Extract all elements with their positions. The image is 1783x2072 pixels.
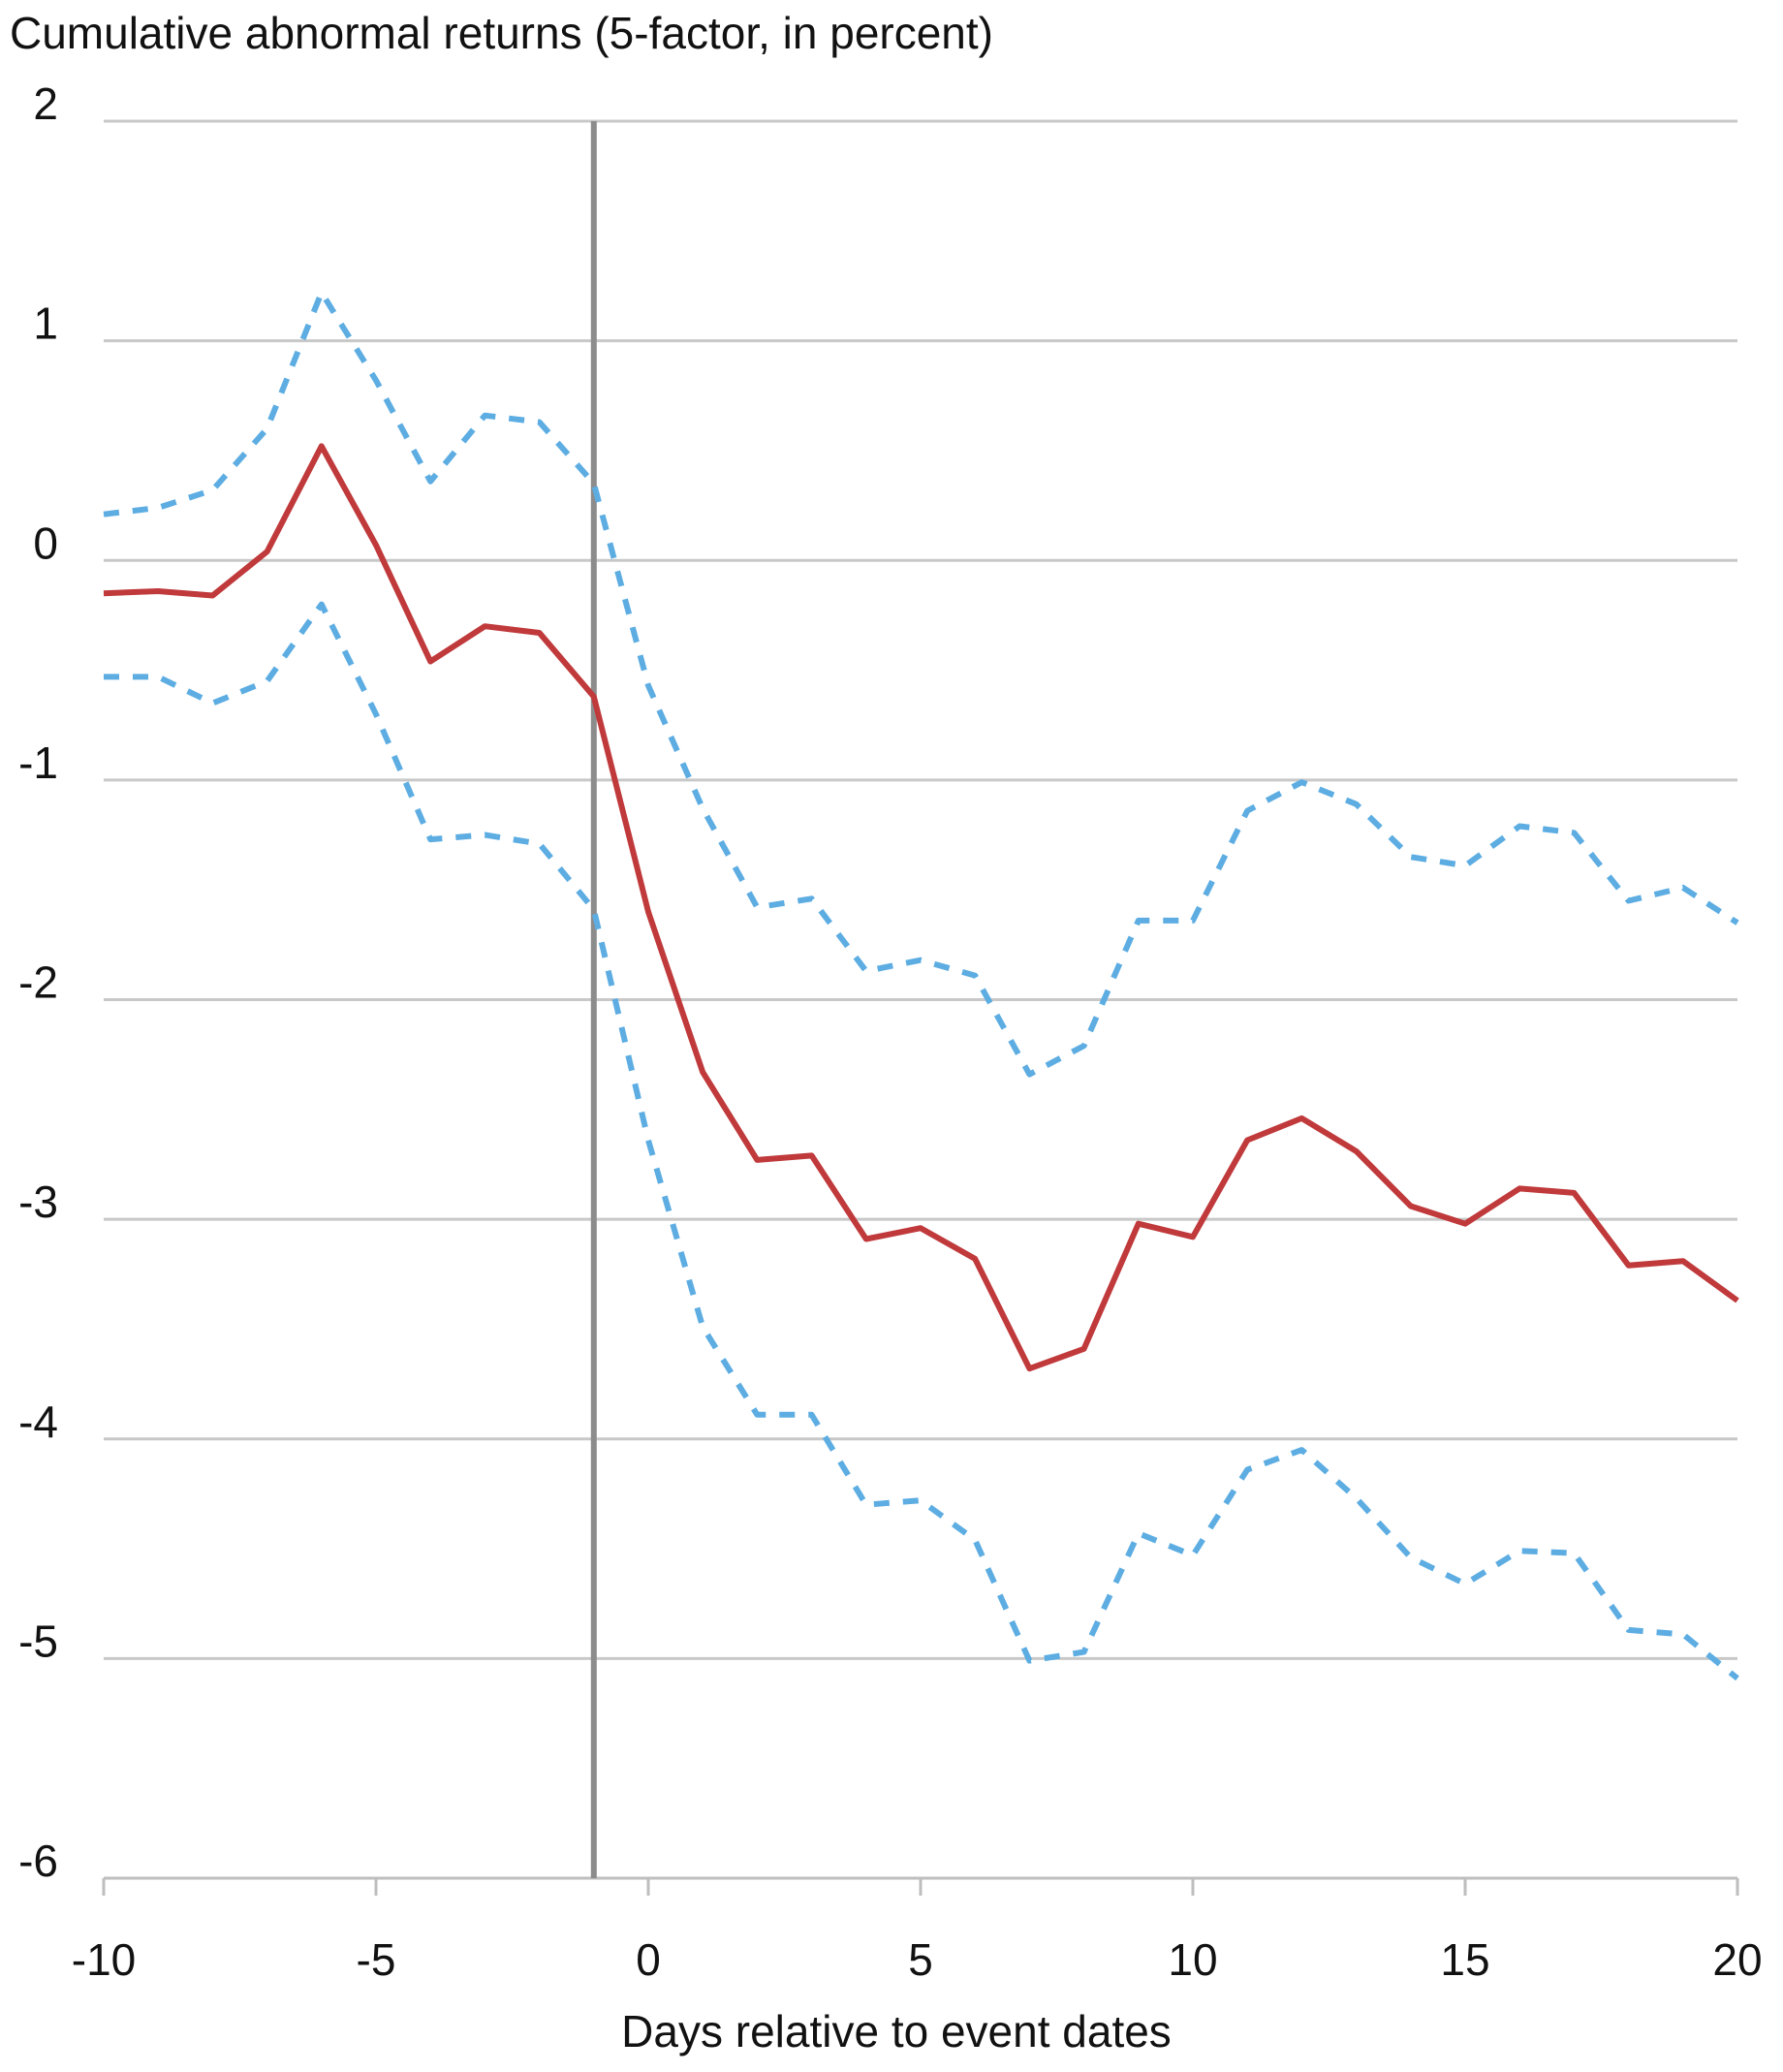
tick-labels: 210-1-2-3-4-5-6-10 -5 0 5 10 15 20: [18, 78, 1762, 1985]
y-tick-label: -5: [18, 1616, 58, 1666]
series: [103, 289, 1739, 1681]
x-axis-title: Days relative to event dates: [621, 2006, 1172, 2056]
y-tick-label: -3: [18, 1177, 58, 1227]
x-tick-label: 20: [1712, 1934, 1762, 1985]
gridlines: [104, 119, 1737, 1660]
axes: [102, 121, 1739, 1896]
x-tick-label: -10: [72, 1934, 136, 1985]
x-tick-label: -5: [357, 1934, 396, 1985]
y-tick-label: -2: [18, 958, 58, 1008]
x-tick-label: 0: [636, 1934, 661, 1985]
series-line-lower-band: [104, 601, 1739, 1681]
y-tick-label: 1: [33, 298, 58, 349]
x-tick-label: 10: [1168, 1934, 1217, 1985]
y-tick-label: -6: [18, 1836, 58, 1886]
y-tick-label: 2: [33, 78, 58, 129]
y-tick-label: -4: [18, 1397, 58, 1447]
series-line-upper-band: [103, 289, 1739, 1078]
x-tick-label: 15: [1440, 1934, 1489, 1985]
chart-title: Cumulative abnormal returns (5-factor, i…: [10, 8, 993, 58]
y-tick-label: 0: [33, 518, 58, 568]
x-tick-label: 5: [908, 1934, 933, 1985]
y-tick-label: -1: [18, 738, 58, 788]
series-line-estimate: [103, 443, 1739, 1372]
